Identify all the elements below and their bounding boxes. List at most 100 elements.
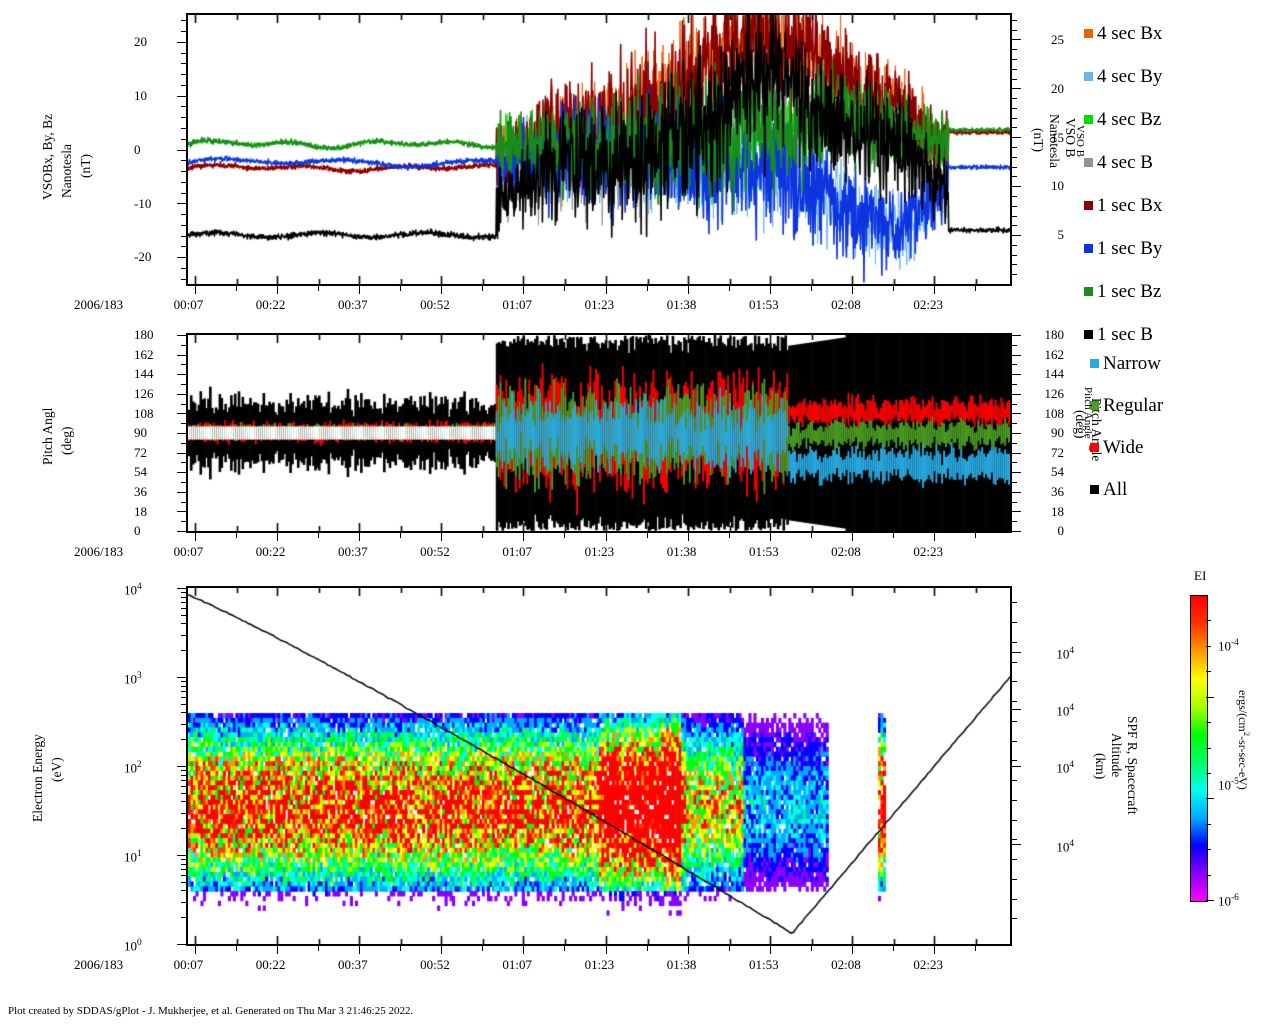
time-tick-label: 02:23: [913, 544, 943, 559]
axis-tick-label: 0: [134, 141, 141, 157]
time-tick: [358, 533, 360, 541]
time-minor-tick: [893, 946, 895, 951]
panel3-right-axis-line3: (km): [1093, 753, 1108, 780]
axis-minor-tick: [1012, 68, 1017, 70]
axis-tick: [1012, 472, 1021, 474]
time-minor-tick: [482, 946, 484, 951]
axis-minor-tick: [1012, 501, 1017, 503]
time-tick-label: 01:23: [584, 297, 615, 312]
time-tick: [687, 533, 689, 541]
axis-tick-label: 90: [1051, 425, 1064, 441]
legend-item[interactable]: Regular: [1090, 396, 1163, 415]
colorbar: [1190, 595, 1208, 902]
axis-tick: [177, 452, 186, 454]
time-tick-label: 01:53: [748, 544, 779, 559]
axis-minor-tick: [181, 192, 186, 194]
axis-minor-tick: [181, 650, 186, 652]
axis-tick-label: 18: [134, 503, 147, 519]
time-minor-tick: [975, 533, 977, 538]
time-tick: [441, 533, 443, 541]
time-minor-tick: [235, 286, 237, 291]
axis-minor-tick: [181, 607, 186, 609]
axis-tick-label: 104: [1056, 838, 1074, 854]
axis-minor-tick: [181, 874, 186, 876]
legend-item[interactable]: 4 sec By: [1084, 67, 1162, 86]
time-tick-label: 01:23: [584, 957, 615, 972]
time-minor-tick: [893, 286, 895, 291]
axis-tick-label: 126: [134, 386, 154, 402]
axis-minor-tick: [181, 20, 186, 22]
panel1-left-ticks: 20 10 0 -10 -20: [120, 13, 186, 286]
legend-item[interactable]: 4 sec Bx: [1084, 24, 1162, 43]
panel1-left-axis-line1: VSOBx, By, Bz: [40, 113, 55, 200]
axis-minor-tick: [1012, 859, 1017, 861]
time-tick: [934, 286, 936, 294]
axis-minor-tick: [1012, 29, 1017, 31]
axis-tick: [177, 511, 186, 513]
legend-item[interactable]: 4 sec B: [1084, 153, 1153, 172]
axis-minor-tick: [181, 812, 186, 814]
time-tick: [687, 946, 689, 954]
axis-tick-label: 100: [124, 938, 142, 954]
time-tick: [523, 533, 525, 541]
legend-item[interactable]: 1 sec By: [1084, 239, 1162, 258]
time-minor-tick: [400, 533, 402, 538]
axis-minor-tick: [181, 901, 186, 903]
axis-minor-tick: [181, 235, 186, 237]
axis-minor-tick: [181, 160, 186, 162]
colorbar-tick-mid-mantissa: 10: [1218, 777, 1231, 793]
axis-tick-label: 36: [1051, 484, 1064, 500]
panel1-day-label: 2006/183: [74, 297, 124, 312]
legend-item[interactable]: Wide: [1090, 438, 1143, 457]
time-tick-label: 01:38: [666, 544, 697, 559]
time-tick: [276, 946, 278, 954]
axis-tick: [1012, 413, 1021, 415]
colorbar-tick-lo: 10-6: [1218, 893, 1239, 909]
axis-minor-tick: [1012, 878, 1017, 880]
panel2-day-label: 2006/183: [74, 544, 124, 559]
axis-tick-label: 20: [1051, 80, 1064, 96]
legend-item[interactable]: 1 sec Bz: [1084, 282, 1161, 301]
axis-minor-tick: [181, 774, 186, 776]
legend-item[interactable]: 4 sec Bz: [1084, 110, 1161, 129]
time-tick: [852, 286, 854, 294]
axis-tick-label: -20: [134, 249, 152, 265]
axis-tick: [1012, 186, 1021, 188]
panel3-day-label: 2006/183: [74, 957, 124, 972]
panel3-left-axis-line2: (eV): [49, 757, 64, 782]
legend-item-label: 1 sec B: [1097, 324, 1153, 345]
panel3-right-axis-line2: Altitude: [1109, 733, 1124, 778]
panel1-right-axis-line3: (nT): [1031, 128, 1046, 152]
time-tick: [358, 286, 360, 294]
time-tick: [852, 533, 854, 541]
axis-minor-tick: [181, 521, 186, 523]
legend-item[interactable]: 1 sec Bx: [1084, 196, 1162, 215]
legend-item-label: 1 sec Bx: [1097, 195, 1163, 216]
axis-minor-tick: [181, 403, 186, 405]
axis-tick-label: 102: [124, 760, 142, 776]
legend-swatch-icon: [1084, 330, 1093, 339]
axis-minor-tick: [1012, 898, 1017, 900]
legend-item[interactable]: 1 sec B: [1084, 325, 1153, 344]
axis-tick: [1012, 137, 1021, 139]
legend-item[interactable]: Narrow: [1090, 354, 1161, 373]
time-tick: [769, 286, 771, 294]
time-tick-label: 02:08: [831, 544, 861, 559]
axis-minor-tick: [181, 171, 186, 173]
time-minor-tick: [400, 286, 402, 291]
axis-minor-tick: [1012, 107, 1017, 109]
legend-swatch-icon: [1090, 443, 1099, 452]
panel3-left-axis-line1: Electron Energy: [30, 734, 45, 822]
time-tick-label: 01:07: [502, 297, 532, 312]
axis-tick: [1012, 452, 1021, 454]
axis-minor-tick: [181, 890, 186, 892]
axis-tick: [1012, 39, 1021, 41]
axis-minor-tick: [1012, 403, 1017, 405]
legend-item[interactable]: All: [1090, 480, 1127, 499]
axis-minor-tick: [181, 723, 186, 725]
panel1-x-ticks: 00:07 00:22 00:37 00:52 01:07 01:23 01:38 01:53…: [174, 286, 1012, 316]
axis-minor-tick: [1012, 195, 1017, 197]
legend-item-label: 1 sec By: [1097, 238, 1163, 259]
axis-minor-tick: [181, 224, 186, 226]
colorbar-tick-hi-exp: -4: [1231, 638, 1239, 648]
